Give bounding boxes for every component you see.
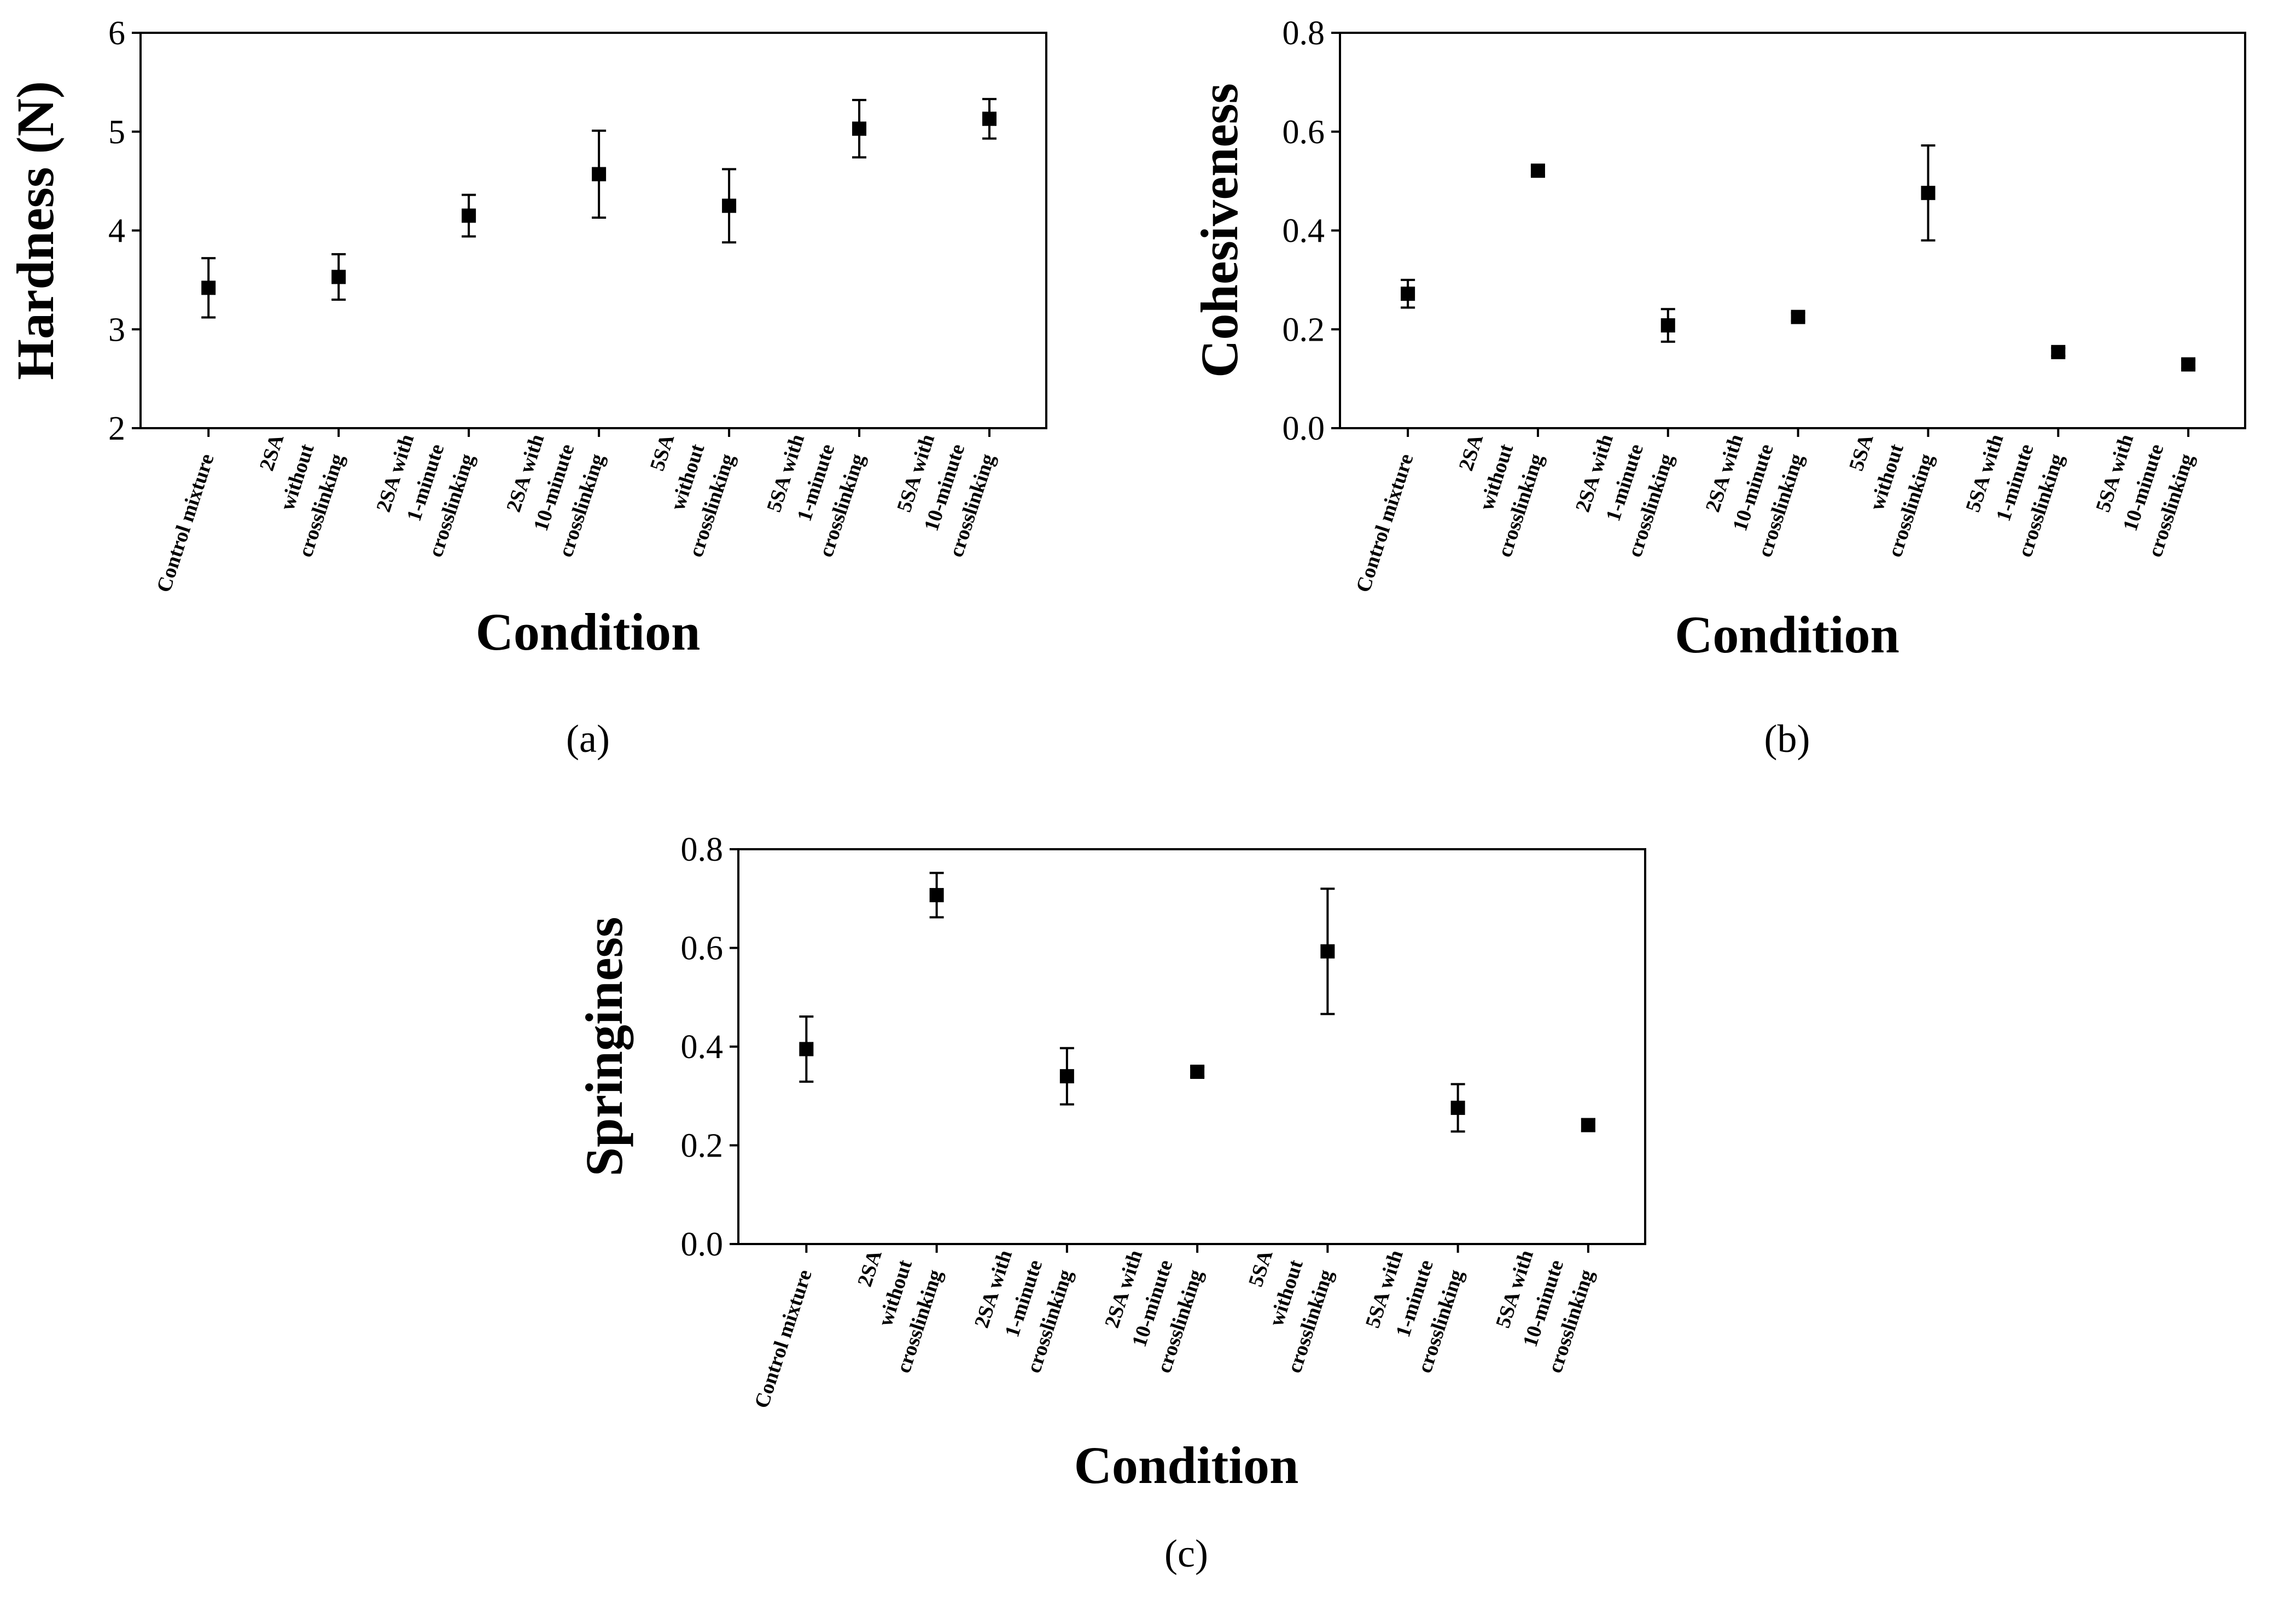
data-point — [1059, 1069, 1074, 1084]
data-point — [592, 167, 607, 182]
x-tick-label-line: 5SA — [1244, 1247, 1278, 1289]
y-tick-label: 0.0 — [1283, 410, 1325, 447]
y-tick-label: 3 — [108, 311, 125, 348]
data-point — [929, 887, 944, 902]
y-tick-label: 0.2 — [1283, 311, 1325, 348]
x-tick-label-line: 2SA — [255, 431, 289, 474]
x-tick-label: Control mixture — [152, 451, 218, 595]
x-tick-label: 2SA with10-minutecrosslinking — [1092, 1247, 1208, 1376]
x-tick-label: Control mixture — [1351, 451, 1418, 595]
data-point — [1450, 1100, 1465, 1115]
data-point — [722, 198, 737, 213]
plot-frame — [1339, 32, 2246, 429]
y-tick-label: 4 — [108, 213, 125, 250]
y-tick-label: 0.4 — [1283, 213, 1325, 250]
data-point — [1921, 185, 1936, 200]
x-tick-label-line: 2SA — [1454, 431, 1488, 474]
x-tick-label: 2SAwithoutcrosslinking — [1433, 431, 1548, 559]
y-tick-label: 0.8 — [681, 831, 724, 868]
x-tick-label-line: 5SA — [645, 431, 679, 474]
panel-label: (a) — [566, 717, 610, 761]
x-tick-label: Control mixture — [750, 1267, 817, 1411]
data-point — [1530, 163, 1545, 178]
data-point — [1401, 287, 1415, 301]
data-point — [1581, 1118, 1595, 1132]
chart-panel-2: 0.0 0.2 0.4 0.6 0.8 Control mixture 2SAwithout… — [1190, 15, 2246, 761]
data-point — [982, 112, 997, 126]
y-tick-label: 2 — [108, 410, 125, 447]
y-axis-title: Springiness — [575, 917, 633, 1177]
y-tick-label: 0.8 — [1283, 15, 1325, 52]
y-tick-label: 0.6 — [1283, 114, 1325, 151]
panel-label: (c) — [1164, 1532, 1208, 1575]
x-tick-label-line: 2SA — [853, 1247, 887, 1289]
x-tick-label: 5SA with1-minutecrosslinking — [754, 431, 870, 560]
chart-panel-3: 0.0 0.2 0.4 0.6 0.8 Control mixture 2SAwithout… — [575, 831, 1646, 1575]
chart-panel-1: 2 3 4 5 6 Control mixture 2SAwithoutcrosslinki… — [6, 15, 1047, 761]
y-tick-label: 0.0 — [681, 1226, 724, 1263]
y-tick-label: 6 — [108, 15, 125, 52]
x-tick-label: 2SAwithoutcrosslinking — [234, 431, 349, 559]
data-point — [1791, 310, 1805, 324]
x-tick-label-line: Control mixture — [750, 1267, 817, 1411]
data-point — [331, 270, 346, 284]
data-point — [1190, 1065, 1205, 1079]
x-tick-label: 2SA with1-minutecrosslinking — [962, 1247, 1077, 1376]
y-tick-label: 0.2 — [681, 1128, 724, 1165]
x-tick-label: 2SAwithoutcrosslinking — [831, 1247, 947, 1375]
data-point — [1660, 318, 1675, 333]
x-axis-title: Condition — [1074, 1436, 1299, 1494]
x-axis-title: Condition — [1675, 605, 1899, 664]
data-point — [852, 121, 867, 136]
x-tick-label-line: Control mixture — [1351, 451, 1418, 595]
data-point — [201, 281, 216, 295]
y-axis-title: Cohesiveness — [1190, 83, 1249, 378]
x-tick-label: 5SA with10-minutecrosslinking — [1483, 1247, 1599, 1376]
data-point — [2051, 344, 2066, 359]
y-tick-label: 0.4 — [681, 1029, 724, 1066]
panel-label: (b) — [1764, 717, 1810, 761]
x-tick-label: 5SA with10-minutecrosslinking — [884, 431, 1000, 560]
x-tick-label: 5SAwithoutcrosslinking — [1823, 431, 1938, 559]
x-tick-label: 5SA with1-minutecrosslinking — [1353, 1247, 1468, 1376]
y-axis-title: Hardness (N) — [6, 81, 65, 380]
x-tick-label: 5SAwithoutcrosslinking — [624, 431, 739, 559]
y-tick-label: 5 — [108, 114, 125, 151]
data-point — [462, 208, 476, 223]
x-axis-title: Condition — [476, 603, 701, 661]
data-point — [2181, 357, 2196, 372]
x-tick-label: 5SA with1-minutecrosslinking — [1953, 431, 2068, 560]
x-tick-label: 2SA with1-minutecrosslinking — [364, 431, 479, 560]
x-tick-label: 2SA with1-minutecrosslinking — [1563, 431, 1679, 560]
x-tick-label: 2SA with10-minutecrosslinking — [494, 431, 609, 560]
x-tick-label-line: 5SA — [1845, 431, 1878, 474]
y-tick-label: 0.6 — [681, 930, 724, 967]
plot-frame — [737, 848, 1646, 1245]
data-point — [1320, 944, 1335, 959]
x-tick-label: 5SA with10-minutecrosslinking — [2083, 431, 2199, 560]
x-tick-label: 5SAwithoutcrosslinking — [1222, 1247, 1338, 1375]
data-point — [799, 1042, 814, 1056]
x-tick-label-line: Control mixture — [152, 451, 218, 595]
plot-frame — [139, 32, 1047, 429]
x-tick-label: 2SA with10-minutecrosslinking — [1693, 431, 1808, 560]
